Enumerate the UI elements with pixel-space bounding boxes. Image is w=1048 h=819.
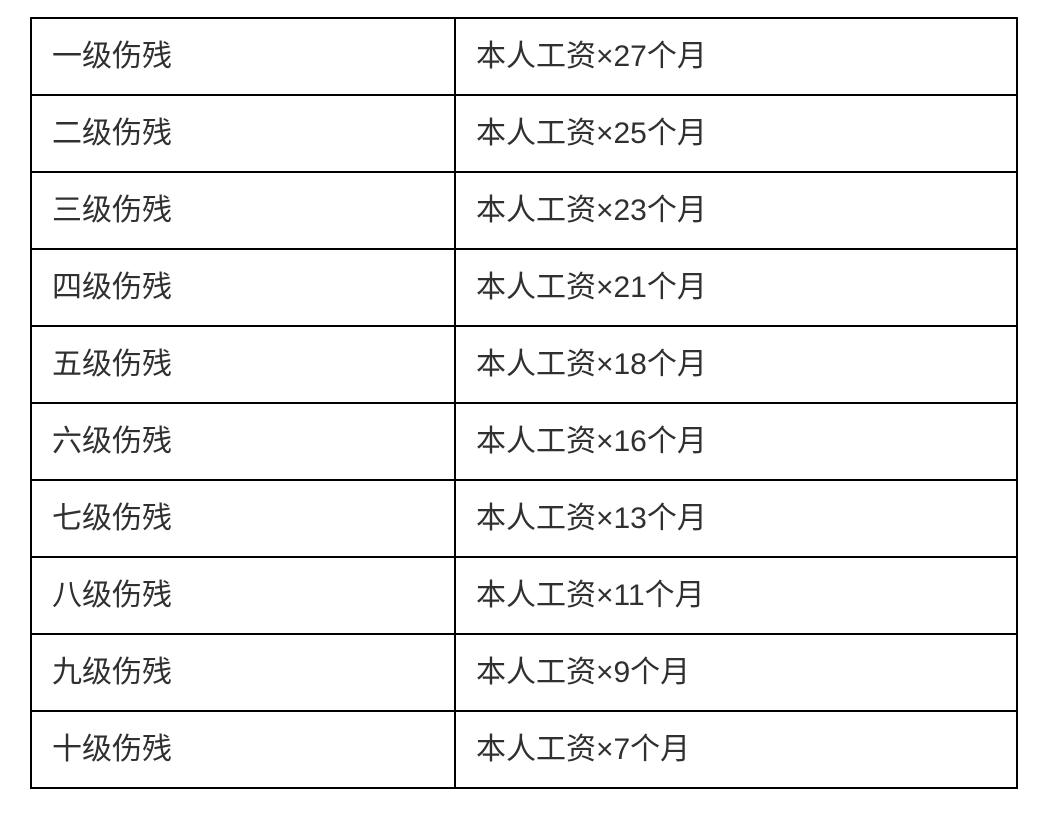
amount-cell: 本人工资×27个月 — [455, 18, 1017, 95]
amount-cell: 本人工资×7个月 — [455, 711, 1017, 788]
level-cell: 一级伤残 — [31, 18, 455, 95]
table-row: 三级伤残 本人工资×23个月 — [31, 172, 1017, 249]
amount-cell: 本人工资×9个月 — [455, 634, 1017, 711]
level-cell: 三级伤残 — [31, 172, 455, 249]
amount-cell: 本人工资×16个月 — [455, 403, 1017, 480]
level-cell: 五级伤残 — [31, 326, 455, 403]
table-row: 八级伤残 本人工资×11个月 — [31, 557, 1017, 634]
amount-cell: 本人工资×25个月 — [455, 95, 1017, 172]
table-row: 一级伤残 本人工资×27个月 — [31, 18, 1017, 95]
amount-cell: 本人工资×23个月 — [455, 172, 1017, 249]
level-cell: 六级伤残 — [31, 403, 455, 480]
table-container: 一级伤残 本人工资×27个月 二级伤残 本人工资×25个月 三级伤残 本人工资×… — [0, 0, 1048, 819]
disability-compensation-table: 一级伤残 本人工资×27个月 二级伤残 本人工资×25个月 三级伤残 本人工资×… — [30, 17, 1018, 789]
table-row: 七级伤残 本人工资×13个月 — [31, 480, 1017, 557]
table-row: 五级伤残 本人工资×18个月 — [31, 326, 1017, 403]
level-cell: 四级伤残 — [31, 249, 455, 326]
amount-cell: 本人工资×11个月 — [455, 557, 1017, 634]
table-row: 四级伤残 本人工资×21个月 — [31, 249, 1017, 326]
table-row: 十级伤残 本人工资×7个月 — [31, 711, 1017, 788]
level-cell: 十级伤残 — [31, 711, 455, 788]
level-cell: 七级伤残 — [31, 480, 455, 557]
level-cell: 九级伤残 — [31, 634, 455, 711]
level-cell: 二级伤残 — [31, 95, 455, 172]
table-row: 二级伤残 本人工资×25个月 — [31, 95, 1017, 172]
level-cell: 八级伤残 — [31, 557, 455, 634]
amount-cell: 本人工资×21个月 — [455, 249, 1017, 326]
table-row: 九级伤残 本人工资×9个月 — [31, 634, 1017, 711]
table-row: 六级伤残 本人工资×16个月 — [31, 403, 1017, 480]
amount-cell: 本人工资×13个月 — [455, 480, 1017, 557]
amount-cell: 本人工资×18个月 — [455, 326, 1017, 403]
